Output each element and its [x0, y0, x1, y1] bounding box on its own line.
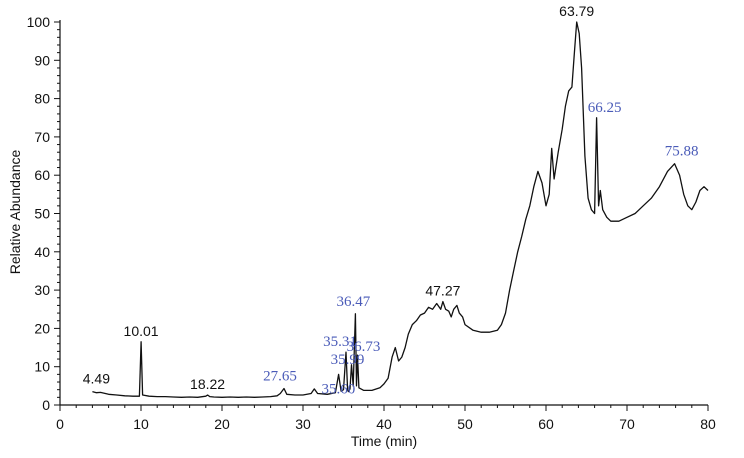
peak-label: 35.31 — [323, 334, 357, 350]
peak-label: 18.22 — [190, 376, 225, 392]
y-tick-label: 100 — [27, 14, 51, 30]
x-tick-label: 30 — [295, 416, 311, 432]
x-tick-label: 20 — [214, 416, 230, 432]
x-tick-label: 80 — [700, 416, 716, 432]
chromatogram-trace — [92, 21, 709, 398]
y-tick-label: 40 — [34, 244, 50, 260]
peak-label: 4.49 — [83, 371, 110, 387]
y-tick-label: 90 — [34, 52, 50, 68]
y-tick-label: 70 — [34, 129, 50, 145]
peak-label: 35.99 — [331, 352, 365, 368]
x-tick-label: 40 — [376, 416, 392, 432]
y-tick-label: 10 — [34, 359, 50, 375]
x-tick-label: 70 — [619, 416, 635, 432]
peak-labels: 4.49 10.01 18.22 27.65 35.31 35.60 35.99 36.47 3… — [83, 3, 699, 398]
peak-label: 36.47 — [337, 294, 371, 310]
x-axis-title: Time (min) — [351, 433, 417, 449]
peak-label: 35.60 — [321, 382, 355, 398]
peak-label: 66.25 — [588, 100, 622, 116]
peak-label: 36.73 — [347, 339, 381, 355]
peak-label: 10.01 — [124, 323, 159, 339]
x-tick-label: 60 — [538, 416, 554, 432]
peak-label: 63.79 — [559, 3, 594, 19]
peak-label: 27.65 — [263, 369, 297, 385]
x-tick-label: 50 — [457, 416, 473, 432]
peak-label: 47.27 — [425, 283, 460, 299]
y-tick-label: 60 — [34, 167, 50, 183]
y-axis-title: Relative Abundance — [7, 150, 23, 275]
y-tick-label: 30 — [34, 282, 50, 298]
peak-label: 75.88 — [665, 144, 699, 160]
plot-area — [92, 21, 709, 398]
axes: 0 10 20 30 40 50 60 70 80 0 10 20 30 40 50 60 70 80 90 100 — [27, 14, 716, 432]
y-tick-label: 20 — [34, 320, 50, 336]
x-tick-label: 0 — [56, 416, 64, 432]
y-tick-label: 80 — [34, 91, 50, 107]
x-tick-label: 10 — [133, 416, 149, 432]
y-tick-label: 50 — [34, 206, 50, 222]
y-tick-label: 0 — [42, 397, 50, 413]
